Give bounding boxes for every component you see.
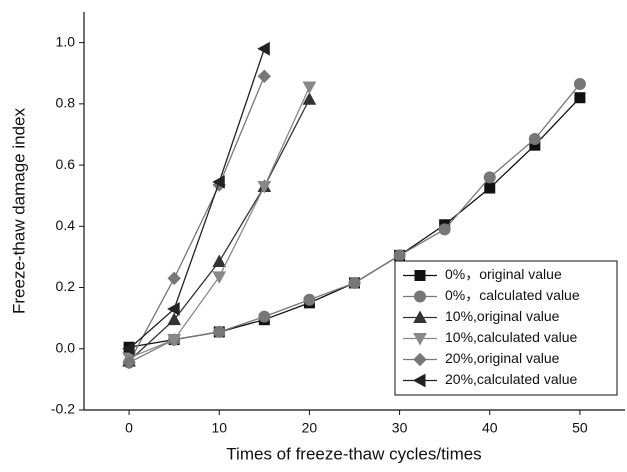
marker [212, 254, 227, 268]
series-line [128, 98, 310, 362]
series-line [128, 76, 265, 363]
x-tick-label: 30 [392, 420, 408, 436]
x-tick-label: 40 [482, 420, 498, 436]
marker [213, 325, 226, 338]
marker [122, 355, 136, 370]
series-line [128, 86, 311, 359]
y-tick-label: 0.4 [56, 217, 76, 233]
legend-marker [414, 270, 426, 281]
legend-label: 0%，original value [445, 266, 562, 282]
marker [573, 77, 586, 90]
legend-box [394, 260, 618, 396]
x-tick-label: 0 [125, 420, 133, 436]
marker [212, 175, 225, 189]
legend-marker [413, 352, 427, 367]
y-tick-label: -0.2 [51, 401, 75, 417]
legend-marker [413, 310, 427, 323]
marker [348, 276, 361, 289]
marker [167, 302, 180, 316]
legend-label: 0%，calculated value [445, 287, 580, 303]
marker [303, 293, 316, 306]
y-tick-label: 0.0 [56, 339, 76, 355]
legend-marker [414, 290, 426, 303]
x-tick-label: 10 [211, 420, 227, 436]
marker [574, 92, 586, 104]
x-axis-label: Times of freeze-thaw cycles/times [226, 444, 481, 463]
y-axis-label: Freeze-thaw damage index [9, 108, 28, 315]
marker [212, 271, 227, 284]
marker [302, 81, 317, 95]
marker [167, 271, 181, 286]
y-tick-label: 0.2 [56, 278, 76, 294]
legend-marker [412, 373, 426, 388]
legend-label: 20%,calculated value [445, 371, 578, 387]
y-tick-label: 1.0 [56, 33, 76, 49]
marker [258, 310, 271, 323]
x-tick-label: 20 [302, 420, 318, 436]
legend-label: 10%,original value [445, 308, 560, 324]
marker [528, 133, 541, 146]
marker [302, 92, 317, 105]
marker [257, 41, 270, 56]
marker [167, 334, 182, 347]
marker [393, 249, 406, 262]
marker [484, 182, 496, 194]
marker [257, 69, 272, 83]
marker [122, 341, 135, 356]
legend-label: 10%,calculated value [445, 329, 578, 345]
legend-label: 20%,original value [445, 350, 560, 366]
marker [438, 223, 451, 236]
marker [257, 181, 272, 194]
x-tick-label: 50 [572, 420, 588, 436]
series-line [128, 48, 265, 350]
legend-marker [413, 333, 427, 346]
marker [483, 171, 496, 184]
y-tick-label: 0.6 [56, 156, 76, 172]
marker [167, 312, 182, 326]
y-tick-label: 0.8 [56, 95, 76, 111]
